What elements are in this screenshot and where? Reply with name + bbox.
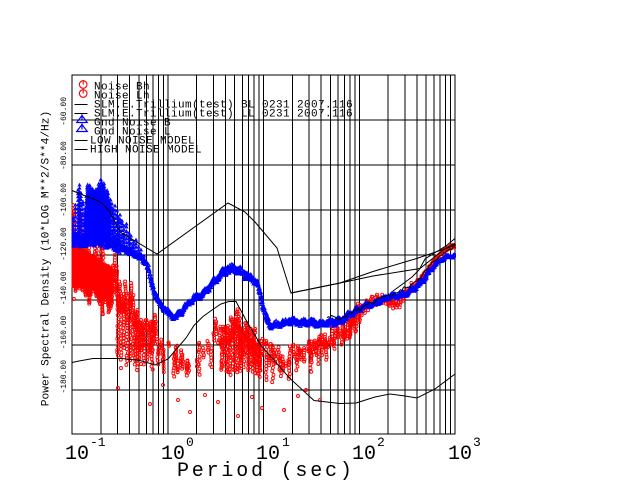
svg-text:10: 10 <box>352 443 376 466</box>
svg-text:-1: -1 <box>90 435 106 450</box>
svg-text:3: 3 <box>473 435 481 450</box>
svg-text:Period (sec): Period (sec) <box>177 460 355 480</box>
svg-text:SLM.E.Trillium(test) BL 0231 2: SLM.E.Trillium(test) BL 0231 2007.116 <box>94 100 353 112</box>
svg-text:0: 0 <box>186 435 194 450</box>
svg-text:10: 10 <box>161 443 185 466</box>
svg-text:10: 10 <box>448 443 472 466</box>
svg-text:-180.00: -180.00 <box>60 360 69 394</box>
svg-text:Noise Bh: Noise Bh <box>94 82 150 94</box>
svg-text:1: 1 <box>282 435 290 450</box>
svg-text:-120.00: -120.00 <box>60 227 69 261</box>
svg-text:Noise Lh: Noise Lh <box>94 91 150 103</box>
svg-text:2: 2 <box>377 435 385 450</box>
svg-text:Gnd Noise L: Gnd Noise L <box>94 127 171 139</box>
svg-text:Power Spectral Density (10*LOG: Power Spectral Density (10*LOG M**2/S**4… <box>41 111 53 406</box>
svg-text:-160.00: -160.00 <box>60 316 69 350</box>
svg-text:HIGH NOISE MODEL: HIGH NOISE MODEL <box>90 145 202 157</box>
svg-text:-60.00: -60.00 <box>60 97 69 126</box>
svg-text:-100.00: -100.00 <box>60 183 69 217</box>
svg-text:-80.00: -80.00 <box>60 141 69 170</box>
svg-text:Gnd Noise B: Gnd Noise B <box>94 118 171 130</box>
svg-text:-140.00: -140.00 <box>60 271 69 305</box>
svg-text:10: 10 <box>256 443 280 466</box>
svg-text:SLM.E.Trillium(test) LL 0231 2: SLM.E.Trillium(test) LL 0231 2007.116 <box>94 109 353 121</box>
svg-text:10: 10 <box>65 443 89 466</box>
svg-text:LOW NOISE MODEL: LOW NOISE MODEL <box>90 136 195 148</box>
